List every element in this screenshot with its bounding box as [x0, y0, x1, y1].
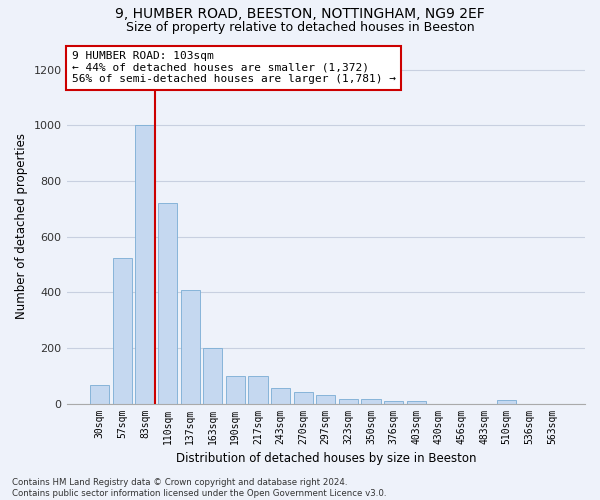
Bar — [90, 386, 109, 404]
Bar — [361, 400, 380, 404]
X-axis label: Distribution of detached houses by size in Beeston: Distribution of detached houses by size … — [176, 452, 476, 465]
Bar — [226, 376, 245, 404]
Bar — [113, 258, 132, 404]
Text: 9, HUMBER ROAD, BEESTON, NOTTINGHAM, NG9 2EF: 9, HUMBER ROAD, BEESTON, NOTTINGHAM, NG9… — [115, 8, 485, 22]
Bar — [293, 392, 313, 404]
Bar — [158, 204, 177, 404]
Bar — [497, 400, 516, 404]
Bar — [339, 400, 358, 404]
Y-axis label: Number of detached properties: Number of detached properties — [15, 132, 28, 318]
Text: Contains HM Land Registry data © Crown copyright and database right 2024.
Contai: Contains HM Land Registry data © Crown c… — [12, 478, 386, 498]
Bar — [407, 401, 426, 404]
Bar — [248, 376, 268, 404]
Bar — [181, 290, 200, 404]
Bar — [384, 401, 403, 404]
Bar — [203, 348, 223, 404]
Bar — [316, 394, 335, 404]
Bar — [271, 388, 290, 404]
Bar — [136, 126, 155, 404]
Text: 9 HUMBER ROAD: 103sqm
← 44% of detached houses are smaller (1,372)
56% of semi-d: 9 HUMBER ROAD: 103sqm ← 44% of detached … — [72, 51, 396, 84]
Text: Size of property relative to detached houses in Beeston: Size of property relative to detached ho… — [125, 21, 475, 34]
